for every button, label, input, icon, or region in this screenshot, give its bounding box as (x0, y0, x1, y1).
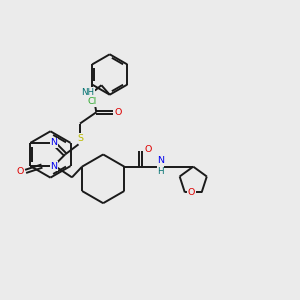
Text: S: S (77, 134, 83, 143)
Text: N: N (50, 138, 57, 147)
Text: N: N (157, 156, 164, 165)
Text: N: N (50, 162, 57, 171)
Text: O: O (115, 108, 122, 117)
Text: O: O (16, 167, 24, 176)
Text: H: H (157, 167, 164, 176)
Text: O: O (144, 145, 152, 154)
Text: O: O (188, 188, 195, 197)
Text: NH: NH (82, 88, 94, 97)
Text: Cl: Cl (88, 98, 97, 106)
